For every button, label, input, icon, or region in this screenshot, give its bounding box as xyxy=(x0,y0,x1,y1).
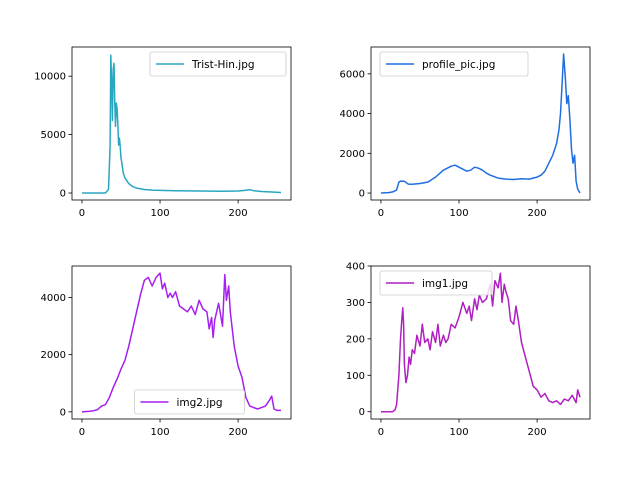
legend-box xyxy=(379,51,529,77)
y-tick-label: 4000 xyxy=(41,293,66,304)
y-tick-label: 300 xyxy=(346,298,365,309)
x-tick-label: 200 xyxy=(229,208,248,219)
y-tick-label: 5000 xyxy=(41,130,66,141)
y-tick-label: 2000 xyxy=(340,149,365,160)
x-tick-label: 0 xyxy=(79,427,85,438)
x-tick-label: 0 xyxy=(378,427,384,438)
y-tick-label: 6000 xyxy=(340,69,365,80)
legend: profile_pic.jpg xyxy=(379,51,529,77)
x-tick-label: 200 xyxy=(229,427,248,438)
legend-box xyxy=(149,51,287,77)
legend-label: profile_pic.jpg xyxy=(422,59,495,71)
series-line-1 xyxy=(380,53,581,194)
legend-label: img1.jpg xyxy=(422,278,468,290)
legend: img1.jpg xyxy=(379,270,493,296)
y-tick-label: 400 xyxy=(346,262,365,273)
legend: img2.jpg xyxy=(134,389,245,415)
series-line-1 xyxy=(381,272,581,413)
x-tick-label: 0 xyxy=(79,208,85,219)
y-tick-label: 200 xyxy=(346,334,365,345)
legend-box xyxy=(134,389,245,415)
x-tick-label: 200 xyxy=(528,208,547,219)
y-tick-label: 0 xyxy=(60,407,66,418)
y-tick-label: 0 xyxy=(359,189,365,200)
series-line-1 xyxy=(82,54,282,194)
x-tick-label: 100 xyxy=(449,427,468,438)
x-tick-label: 200 xyxy=(528,427,547,438)
y-tick-label: 10000 xyxy=(34,72,66,83)
y-tick-label: 100 xyxy=(346,371,365,382)
plot-frame xyxy=(71,46,292,201)
x-tick-label: 0 xyxy=(378,208,384,219)
y-tick-label: 0 xyxy=(359,407,365,418)
legend: Trist-Hin.jpg xyxy=(149,51,287,77)
y-tick-label: 2000 xyxy=(41,350,66,361)
x-tick-label: 100 xyxy=(150,427,169,438)
series-line-1 xyxy=(81,272,281,413)
plot-frame xyxy=(370,265,591,420)
plot-frame xyxy=(370,46,591,201)
x-tick-label: 100 xyxy=(449,208,468,219)
subplot-1: 0 100 200 0 5000 10000 Trist-Hin.jpg xyxy=(34,46,292,219)
legend-label: img2.jpg xyxy=(177,397,223,409)
legend-label: Trist-Hin.jpg xyxy=(191,59,255,71)
y-tick-label: 4000 xyxy=(340,109,365,120)
plot-frame xyxy=(71,265,292,420)
y-tick-label: 0 xyxy=(60,188,66,199)
x-tick-label: 100 xyxy=(150,208,169,219)
subplot-4: 0 100 200 0 100 200 300 400 img1.jpg xyxy=(346,262,591,438)
legend-box xyxy=(379,270,493,296)
